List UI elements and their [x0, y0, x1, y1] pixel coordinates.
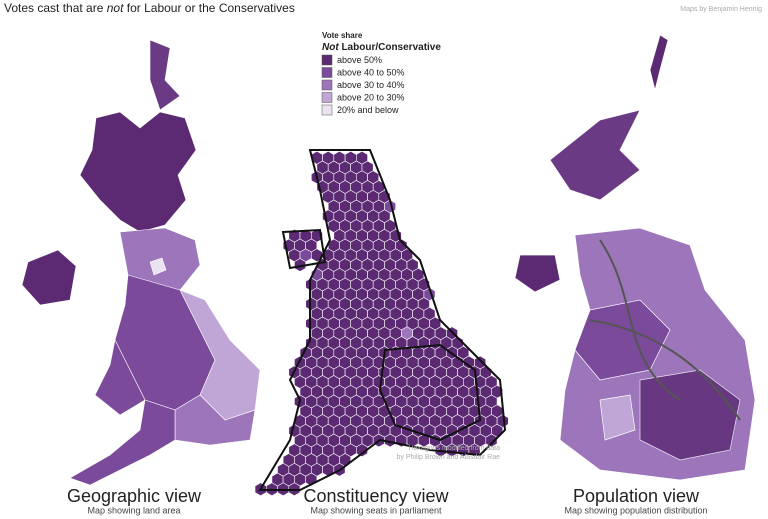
hexagon — [294, 258, 307, 272]
map-title: Geographic view — [67, 486, 202, 506]
legend-label: above 50% — [337, 55, 382, 65]
map-subtitle: Map showing population distribution — [564, 505, 707, 515]
region-outline — [258, 149, 507, 491]
region-outline — [378, 343, 482, 442]
legend-label: 20% and below — [337, 105, 399, 115]
hexagon — [355, 443, 368, 458]
legend-title: Vote share — [322, 31, 363, 40]
legend-subtitle-part: Labour/Conservative — [339, 42, 442, 53]
title-part: not — [107, 1, 124, 15]
legend-swatch — [321, 54, 333, 66]
legend-label: above 30 to 40% — [337, 80, 405, 90]
region-outline — [281, 228, 327, 270]
map-title: Population view — [573, 486, 700, 506]
constituency-map — [254, 150, 509, 497]
legend-label: above 40 to 50% — [337, 67, 405, 77]
legend-subtitle: Not Labour/Conservative — [322, 42, 441, 53]
title-part: Votes cast that are — [4, 1, 107, 15]
map-subtitle: Map showing seats in parliament — [310, 505, 442, 515]
legend-subtitle-part: Not — [322, 42, 339, 53]
geographic-map — [21, 39, 261, 486]
legend-swatch — [321, 79, 333, 91]
map-title: Constituency view — [303, 486, 449, 506]
source-note: by Philip Brown and Alasdair Rae — [396, 454, 500, 461]
legend-swatch — [321, 92, 333, 103]
title: Votes cast that are not for Labour or th… — [4, 1, 295, 15]
credit: Maps by Benjamin Hennig — [680, 6, 762, 13]
legend-label: above 20 to 30% — [337, 92, 405, 102]
legend-swatch — [321, 67, 333, 78]
title-part: for Labour or the Conservatives — [123, 1, 294, 15]
map-subtitle: Map showing land area — [87, 505, 180, 515]
legend-swatch — [321, 104, 333, 116]
legend: above 50% above 40 to 50% above 30 to 40% a… — [321, 54, 405, 116]
source-note: Hexagons modified from data — [409, 445, 501, 452]
population-map — [514, 34, 756, 481]
